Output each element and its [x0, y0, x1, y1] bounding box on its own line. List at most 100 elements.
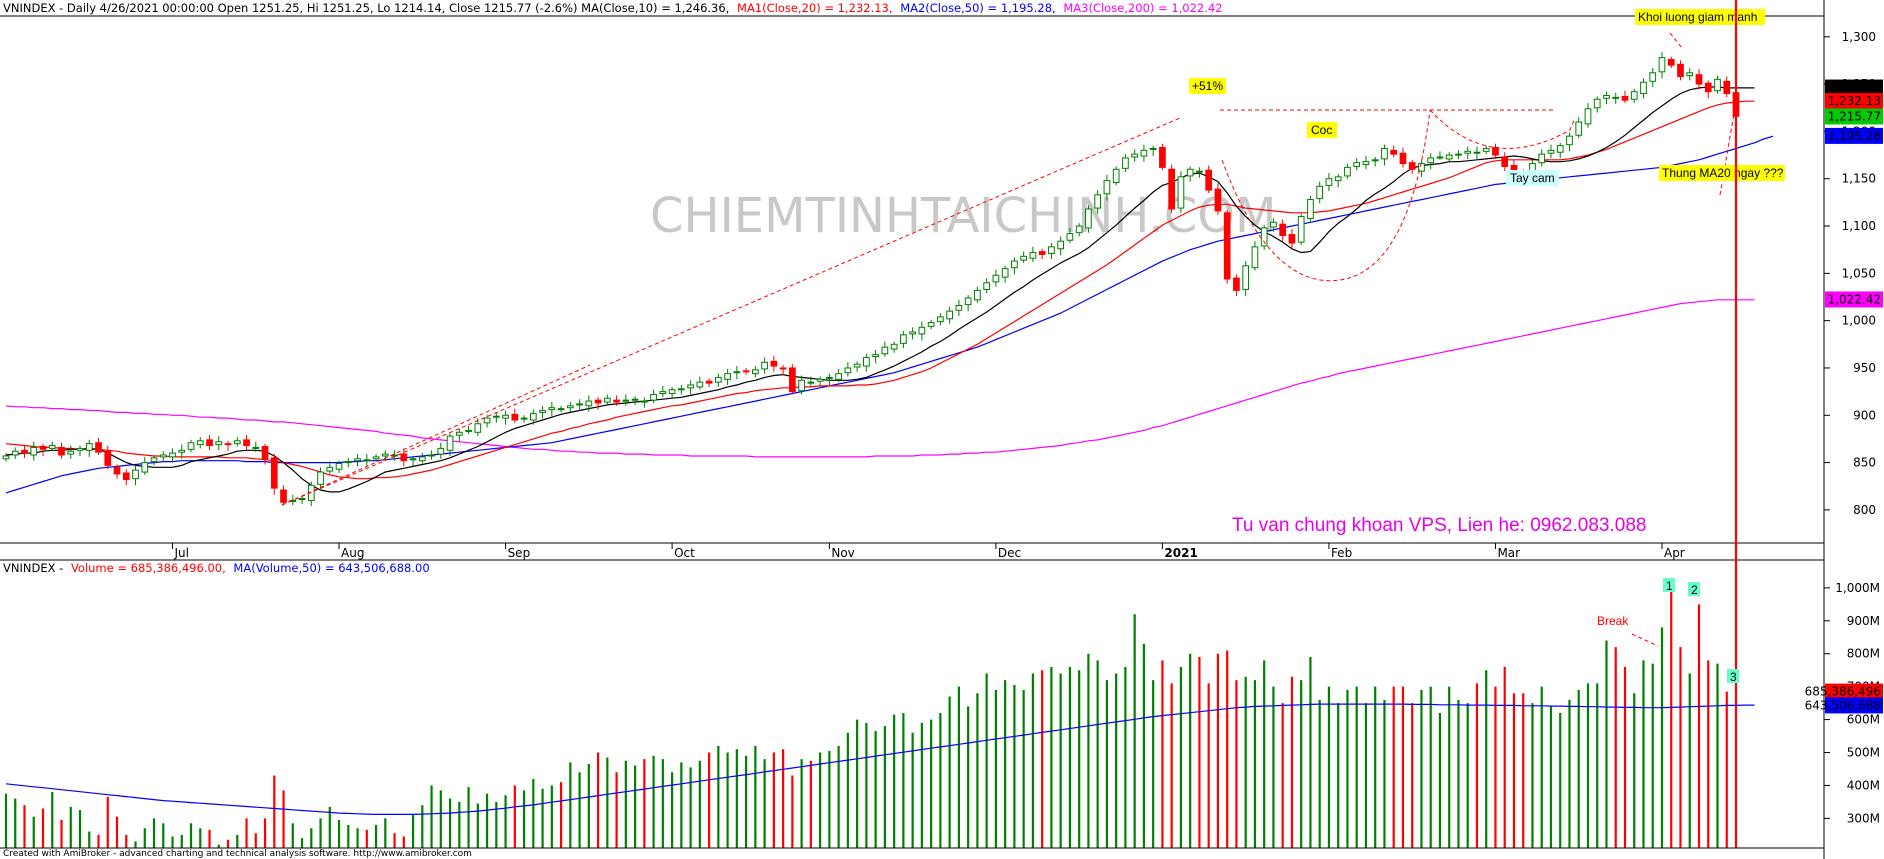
- volume-badge-bg: [1825, 697, 1883, 714]
- candle-body: [1186, 168, 1194, 177]
- candle-body: [1316, 185, 1324, 200]
- candle-body: [789, 367, 796, 393]
- candle-body: [483, 417, 491, 424]
- candle-body: [733, 371, 741, 374]
- candle-body: [400, 453, 408, 462]
- price-badge-label: 1,232.13: [1828, 94, 1881, 108]
- candle-body: [1464, 150, 1472, 154]
- candle-body: [1501, 156, 1509, 167]
- candle-body: [1603, 94, 1610, 99]
- candle-body: [807, 381, 815, 384]
- candle-body: [1630, 91, 1638, 100]
- candle-body: [1094, 194, 1102, 209]
- candle-body: [354, 458, 361, 462]
- candle-body: [659, 391, 667, 395]
- price-tick-label: 1,300: [1842, 30, 1876, 44]
- candle-body: [335, 463, 343, 470]
- candle-body: [557, 408, 565, 411]
- candle-body: [1149, 147, 1157, 150]
- candle-body: [474, 423, 482, 433]
- candle-body: [1492, 147, 1499, 156]
- candle-body: [1723, 80, 1731, 95]
- candle-body: [752, 369, 759, 375]
- price-badge-bg: [1825, 108, 1883, 125]
- candle-body: [1362, 161, 1370, 166]
- price-badge-label: 1,195.28: [1828, 129, 1881, 143]
- candle-body: [428, 454, 435, 457]
- price-tick-label: 1,150: [1842, 172, 1876, 186]
- candle-body: [298, 498, 306, 501]
- candle-body: [58, 446, 65, 456]
- annotations: +51% Coc Tay cam Khoi luong giam manh Th…: [281, 9, 1785, 506]
- volume-tick-label: 900M: [1847, 614, 1880, 628]
- label-khoi-luong-bg: [1635, 9, 1765, 25]
- month-label: Dec: [998, 546, 1021, 560]
- khoi-luong-arrow: [1669, 32, 1683, 49]
- candle-body: [1122, 157, 1129, 169]
- volume-header-value: Volume = 685,386,496.00,: [71, 561, 226, 575]
- candle-body: [566, 405, 574, 409]
- candle-body: [1131, 153, 1139, 158]
- candle-body: [594, 399, 602, 404]
- candle-body: [196, 440, 204, 446]
- label-v3: 3: [1730, 670, 1737, 684]
- volume-ma-polyline: [5, 703, 1755, 816]
- candle-body: [270, 457, 278, 489]
- candle-body: [1011, 260, 1018, 269]
- candle-body: [1001, 268, 1009, 278]
- candle-body: [1233, 277, 1240, 291]
- candle-body: [48, 445, 56, 449]
- candle-body: [1307, 199, 1314, 219]
- label-thung-bg: [1659, 165, 1785, 181]
- candle-body: [872, 354, 879, 358]
- candle-body: [511, 413, 519, 421]
- candle-body: [1667, 59, 1675, 66]
- candle-body: [705, 380, 713, 384]
- candle-body: [372, 456, 380, 460]
- candle-body: [1029, 252, 1037, 259]
- candle-body: [668, 389, 676, 395]
- ma50-line: [5, 135, 1774, 494]
- candle-body: [1020, 255, 1027, 261]
- ma200-line: [5, 299, 1755, 458]
- candle-body: [233, 440, 241, 445]
- candle-body: [446, 435, 454, 451]
- month-label: Aug: [341, 546, 364, 560]
- handle-curve: [1429, 109, 1576, 149]
- candle-body: [1242, 265, 1250, 290]
- candle-body: [853, 363, 861, 368]
- candle-body: [770, 360, 778, 367]
- candle-body: [455, 431, 463, 436]
- candle-body: [85, 443, 93, 451]
- candle-body: [1390, 149, 1398, 155]
- candle-body: [863, 357, 870, 367]
- candle-body: [1436, 156, 1444, 159]
- ma200-polyline: [5, 299, 1755, 458]
- ma50-polyline: [5, 135, 1774, 494]
- price-header-ma1: MA1(Close,20) = 1,232.13,: [737, 1, 893, 15]
- volume-badge-label: 643,506,688: [1805, 698, 1881, 712]
- candle-body: [1408, 162, 1416, 170]
- candle-body: [1279, 223, 1287, 237]
- candle-body: [1381, 147, 1388, 160]
- candle-body: [326, 466, 334, 472]
- month-separators: [172, 543, 1663, 549]
- label-tay-cam: Tay cam: [1510, 171, 1555, 185]
- candle-body: [1566, 135, 1573, 146]
- price-badge-bg: [1825, 127, 1883, 144]
- candle-body: [900, 334, 907, 344]
- candle-body: [677, 388, 685, 391]
- candle-body: [1621, 95, 1629, 101]
- candle-body: [1584, 108, 1592, 125]
- month-label: Mar: [1497, 546, 1520, 560]
- candle-body: [650, 393, 657, 401]
- break-arrow: [1631, 633, 1659, 647]
- month-label: Oct: [674, 546, 695, 560]
- candle-body: [715, 376, 722, 383]
- candle-body: [363, 459, 371, 462]
- candle-body: [418, 456, 426, 462]
- candle-body: [39, 445, 47, 450]
- candle-body: [816, 378, 824, 382]
